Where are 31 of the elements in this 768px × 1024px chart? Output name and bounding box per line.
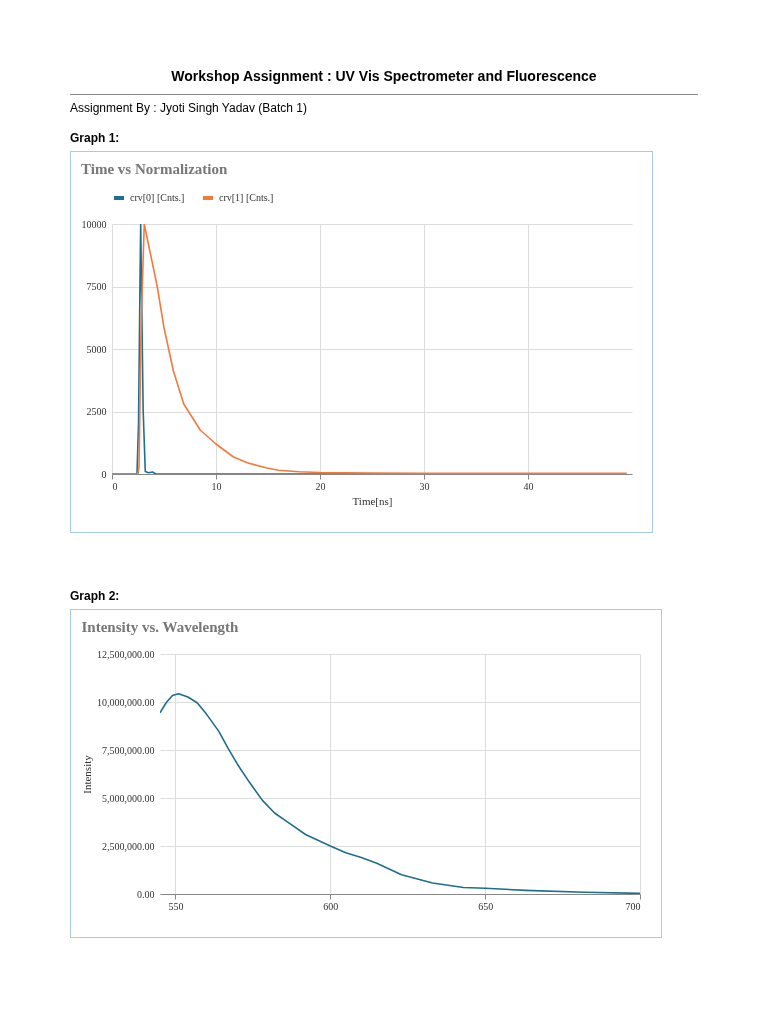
y-tick-label: 7500 <box>86 281 107 292</box>
chart-title: Intensity vs. Wavelength <box>81 619 239 635</box>
x-tick-label: 600 <box>323 900 339 912</box>
text: Assignment By : Jyoti Singh Yadav (Batch 1) <box>70 101 308 115</box>
x-tick-label: 10 <box>211 480 222 492</box>
y-tick-label: 10,000,000.00 <box>97 696 155 708</box>
y-axis-title: Intensity <box>81 754 93 794</box>
y-tick-label: 0.00 <box>137 888 155 900</box>
y-tick-label: 5000 <box>86 343 107 355</box>
y-tick-label: 2,500,000.00 <box>102 840 155 852</box>
caption: Graph 2: <box>70 589 121 603</box>
y-tick-label: 10000 <box>81 218 107 230</box>
x-tick-label: 20 <box>315 480 326 492</box>
caption: Graph 1: <box>70 131 121 145</box>
x-axis-title: Time[ns] <box>352 494 393 507</box>
line-series <box>112 224 628 474</box>
chart-title: Time vs Normalization <box>81 161 229 177</box>
x-tick-label: 550 <box>168 900 184 912</box>
y-tick-label: 0 <box>101 468 107 480</box>
legend-label: crv[1] [Cnts.] <box>219 192 274 203</box>
x-tick-label: 700 <box>625 900 641 912</box>
y-tick-label: 7,500,000.00 <box>102 744 155 756</box>
x-tick-label: 40 <box>523 480 534 492</box>
y-tick-label: 2500 <box>86 406 107 417</box>
y-tick-label: 12,500,000.00 <box>97 648 155 660</box>
x-tick-label: 650 <box>478 900 494 912</box>
y-tick-label: 5,000,000.00 <box>102 792 155 804</box>
legend-label: crv[0] [Cnts.] <box>130 192 185 203</box>
x-tick-label: 0 <box>112 480 118 492</box>
x-tick-label: 30 <box>419 480 430 492</box>
text: Workshop Assignment : UV Vis Spectrometer and Fluorescence <box>70 0 698 95</box>
